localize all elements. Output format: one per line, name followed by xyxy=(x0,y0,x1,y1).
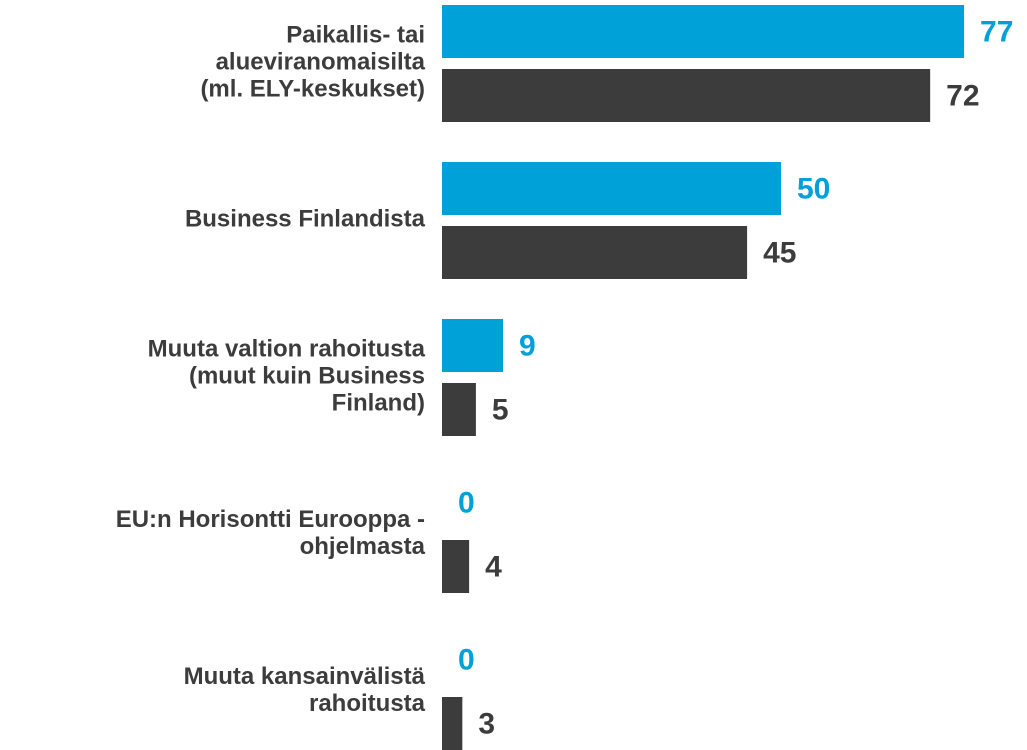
bar xyxy=(442,319,504,372)
value-label: 0 xyxy=(458,643,475,676)
value-label: 0 xyxy=(458,486,475,519)
value-label: 77 xyxy=(980,15,1013,48)
bar xyxy=(442,383,476,436)
bar xyxy=(442,540,470,593)
value-label: 9 xyxy=(519,329,536,362)
value-label: 5 xyxy=(492,393,509,426)
category-label: Business Finlandista xyxy=(185,206,426,233)
value-label: 72 xyxy=(946,79,979,112)
value-label: 45 xyxy=(763,236,796,269)
bar xyxy=(442,162,781,215)
category-label: Muuta kansainvälistä rahoitusta xyxy=(184,663,426,717)
bar xyxy=(442,697,463,750)
bar xyxy=(442,5,965,58)
bar xyxy=(442,226,748,279)
value-label: 3 xyxy=(478,707,495,740)
category-label: Muuta valtion rahoitusta (muut kuin Busin… xyxy=(148,336,426,417)
category-label: EU:n Horisontti Eurooppa -ohjelmasta xyxy=(116,506,426,560)
value-label: 4 xyxy=(485,550,502,583)
bar xyxy=(442,69,931,122)
category-label: Paikallis- tai alueviranomaisilta (ml. ELY… xyxy=(200,22,425,103)
value-label: 50 xyxy=(797,172,830,205)
